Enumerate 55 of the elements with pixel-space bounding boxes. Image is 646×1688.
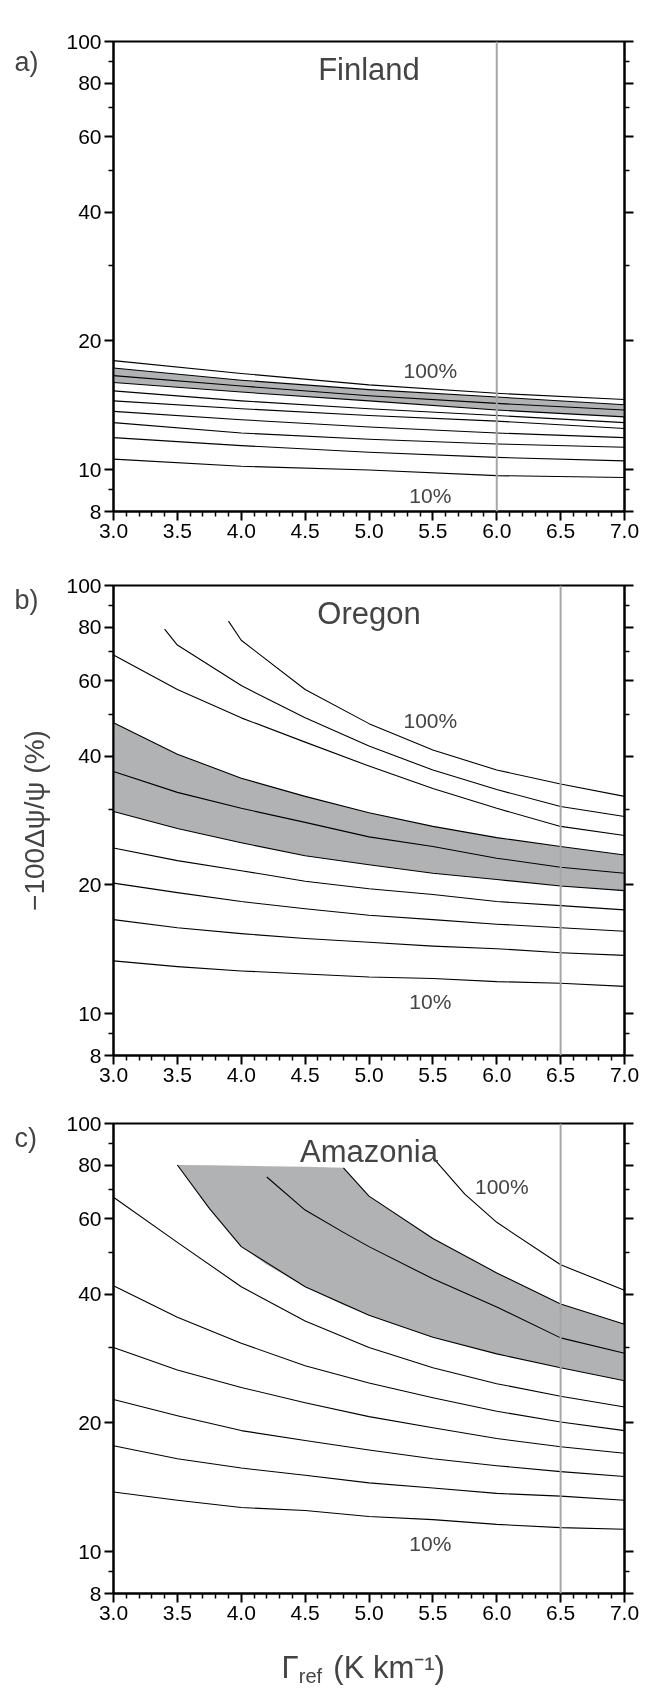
annotation: 100% (403, 709, 458, 733)
x-tick-label: 6.5 (546, 1062, 576, 1086)
y-tick-label: 80 (78, 615, 102, 639)
x-tick-label: 5.5 (418, 1600, 448, 1624)
y-tick-label: 80 (78, 71, 102, 95)
chart-title: Oregon (317, 596, 421, 631)
x-tick-label: 6.0 (482, 518, 512, 542)
y-tick-label: 60 (78, 668, 102, 692)
x-tick-label: 5.0 (354, 518, 384, 542)
x-tick-label: 5.0 (354, 1062, 384, 1086)
y-tick-label: 40 (78, 200, 102, 224)
x-tick-label: 4.0 (226, 1062, 256, 1086)
annotation: 100% (403, 358, 458, 382)
text: c) (14, 1123, 37, 1154)
x-tick-label: 7.0 (609, 518, 640, 542)
y-tick-label: 40 (78, 1282, 102, 1306)
x-tick-label: 3.5 (162, 1600, 192, 1624)
y-tick-label: 20 (78, 1410, 102, 1434)
y-tick-label: 10 (78, 1539, 102, 1563)
x-tick-label: 4.0 (226, 1600, 256, 1624)
annotation: 100% (475, 1174, 529, 1198)
y-tick-label: 20 (78, 328, 102, 352)
x-tick-label: 3.5 (162, 518, 192, 542)
y-tick-label: 10 (78, 1001, 102, 1025)
chart-title: Finland (318, 52, 420, 87)
x-tick-label: 5.0 (354, 1600, 384, 1624)
x-tick-label: 4.5 (290, 518, 320, 542)
text: b) (14, 585, 39, 616)
x-tick-label: 7.0 (609, 1600, 640, 1624)
y-tick-label: 100 (66, 29, 102, 53)
x-tick-label: 7.0 (609, 1062, 640, 1086)
x-tick-label: 6.5 (546, 518, 576, 542)
x-tick-label: 4.5 (290, 1600, 320, 1624)
annotation: 10% (409, 1531, 452, 1555)
x-tick-label: 5.5 (418, 1062, 448, 1086)
x-tick-label: 4.0 (226, 518, 256, 542)
annotation: 10% (409, 990, 452, 1014)
chart-title: Amazonia (300, 1134, 439, 1169)
y-tick-label: 80 (78, 1153, 102, 1177)
y-tick-label: 40 (78, 744, 102, 768)
y-tick-label: 60 (78, 1206, 102, 1230)
x-tick-label: 6.5 (546, 1600, 576, 1624)
text: a) (14, 46, 39, 77)
y-tick-label: 100 (66, 573, 102, 597)
annotation: 10% (409, 484, 452, 508)
y-tick-label: 10 (78, 457, 102, 481)
y-tick-label: 60 (78, 124, 102, 148)
x-tick-label: 4.5 (290, 1062, 320, 1086)
y-axis-title: −100Δψ/ψ (%) (19, 730, 50, 911)
x-tick-label: 6.0 (482, 1600, 512, 1624)
x-tick-label: 5.5 (418, 518, 448, 542)
y-tick-label: 100 (66, 1111, 102, 1135)
x-tick-label: 3.5 (162, 1062, 192, 1086)
y-tick-label: 20 (78, 872, 102, 896)
x-tick-label: 6.0 (482, 1062, 512, 1086)
